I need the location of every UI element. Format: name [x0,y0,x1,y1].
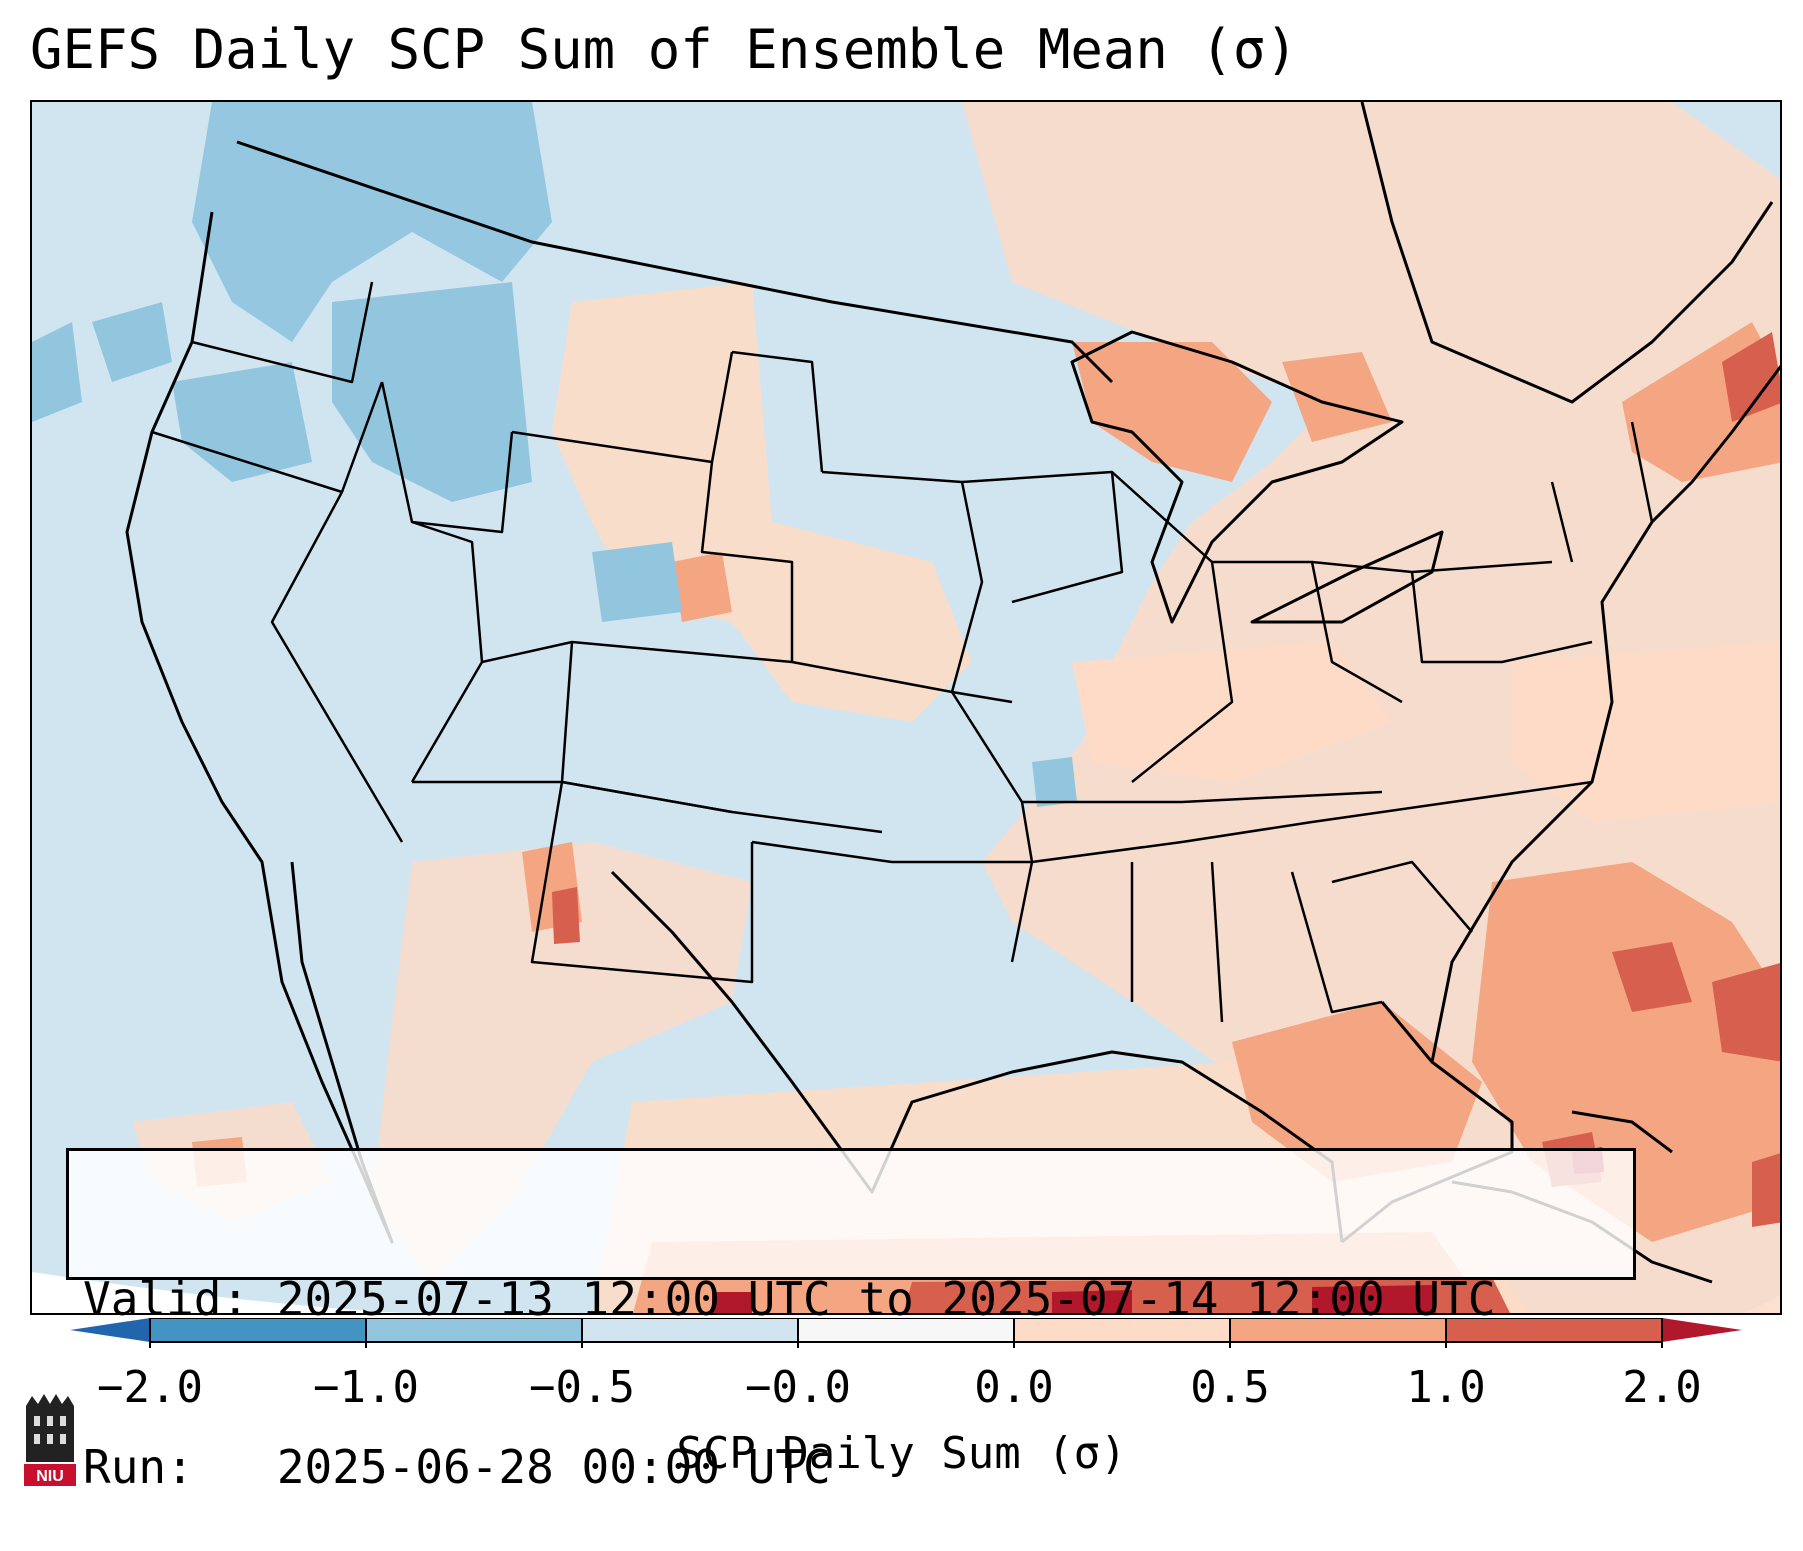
colorbar-segment [1014,1318,1230,1342]
colorbar-segment [366,1318,582,1342]
colorbar-tick-label: 1.0 [1406,1362,1486,1413]
niu-logo: NIU [24,1394,76,1486]
colorbar-extend-min [70,1318,150,1342]
colorbar [70,1318,1742,1348]
colorbar-extend-max [1662,1318,1742,1342]
map-title: GEFS Daily SCP Sum of Ensemble Mean (σ) [30,18,1298,81]
valid-time-text: Valid: 2025-07-13 12:00 UTC to 2025-07-1… [83,1272,1496,1326]
colorbar-tick-label: −0.5 [529,1362,635,1413]
geographic-boundaries [125,102,1780,1284]
colorbar-tick-label: 2.0 [1622,1362,1702,1413]
projection-edge [32,1272,405,1313]
valid-run-info-box: Valid: 2025-07-13 12:00 UTC to 2025-07-1… [66,1148,1636,1494]
colorbar-tick-label: 0.0 [974,1362,1054,1413]
scp-map [32,102,1780,1313]
colorbar-label: SCP Daily Sum (σ) [676,1428,1127,1479]
colorbar-segment [798,1318,1014,1342]
run-time-text: Run: 2025-06-28 00:00 UTC [83,1440,831,1494]
state-borders [151,281,1654,1023]
negative-regions [32,102,1077,807]
colorbar-segment [150,1318,366,1342]
colorbar-segment [1230,1318,1446,1342]
logo-text: NIU [36,1468,64,1485]
map-panel [30,100,1782,1315]
colorbar-tick-label: −0.0 [745,1362,851,1413]
colorbar-tick-label: −1.0 [313,1362,419,1413]
colorbar-segment [1446,1318,1662,1342]
colorbar-tick-label: 0.5 [1190,1362,1270,1413]
colorbar-segment [582,1318,798,1342]
colorbar-tick-label: −2.0 [97,1362,203,1413]
